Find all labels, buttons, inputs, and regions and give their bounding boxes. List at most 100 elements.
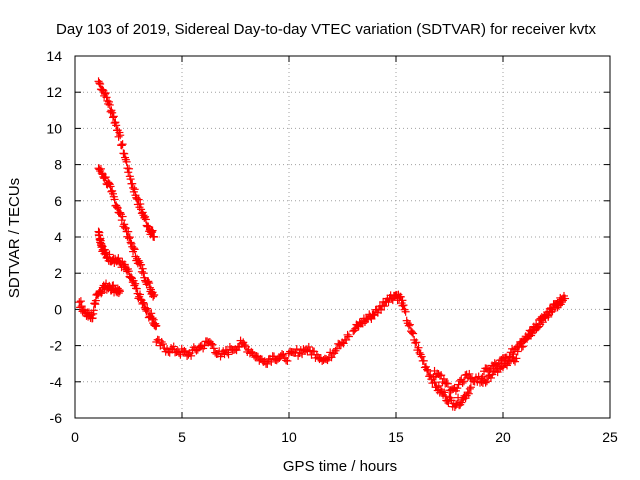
data-point-arc-c [132,284,141,293]
data-point-arc-g [409,329,418,338]
data-point-arc-e [180,346,189,355]
data-point-arc-a [130,185,139,194]
data-point-arc-d [98,288,107,297]
data-point-arc-c [105,250,114,259]
data-point-arc-b [110,195,119,204]
data-point-arc-b [117,216,126,225]
data-point-arc-i [532,324,541,333]
data-point-arc-e [283,356,292,365]
data-point-arc-d [77,302,86,311]
data-point-arc-h [465,369,474,378]
data-point-arc-i [528,329,537,338]
data-point-arc-g [405,320,414,329]
data-point-arc-i [523,334,532,343]
data-point-arc-e [292,345,301,354]
data-point-arc-g [441,392,450,401]
data-point-arc-i [513,347,522,356]
data-point-arc-a [133,194,142,203]
data-point-arc-a [116,131,125,140]
data-point-arc-g [430,378,439,387]
data-point-arc-b [137,260,146,269]
data-point-arc-e [327,353,336,362]
data-point-arc-b [126,238,135,247]
data-point-arc-a [95,79,104,88]
data-point-arc-a [96,80,105,89]
data-point-arc-i [486,373,495,382]
data-point-arc-g [423,365,432,374]
data-point-arc-i [503,361,512,370]
data-point-arc-h [439,374,448,383]
data-point-arc-e [233,343,242,352]
data-point-arc-a [122,157,131,166]
x-tick-label: 5 [178,429,186,445]
data-point-arc-a [108,108,117,117]
grid [75,56,610,418]
y-tick-label: -4 [50,374,63,390]
data-point-arc-a [141,215,150,224]
data-point-arc-a [125,164,134,173]
data-point-arc-g [466,383,475,392]
data-point-arc-e [267,357,276,366]
data-point-arc-g [419,356,428,365]
data-point-arc-g [411,338,420,347]
data-point-arc-a [101,88,110,97]
data-point-arc-a [121,153,130,162]
data-point-arc-a [112,121,121,130]
data-point-arc-b [138,264,147,273]
data-point-arc-b [107,187,116,196]
data-point-arc-e [209,344,218,353]
data-point-arc-e [278,350,287,359]
data-point-arc-b [100,174,109,183]
y-tick-label: -6 [50,410,63,426]
plot-frame [74,55,611,419]
data-point-arc-e [331,346,340,355]
data-point-arc-d [97,289,106,298]
data-point-arc-e [344,332,353,341]
x-tick-label: 0 [71,429,79,445]
data-point-arc-c [140,299,149,308]
data-point-arc-h [453,384,462,393]
data-point-arc-f [350,326,359,335]
data-point-arc-i [540,312,549,321]
data-point-arc-b [134,256,143,265]
data-point-arc-a [106,107,115,116]
data-point-arc-a [118,140,127,149]
data-point-arc-h [459,377,468,386]
data-point-arc-b [104,178,113,187]
data-point-arc-e [223,348,232,357]
data-point-arc-f [396,292,405,301]
y-tick-label: 4 [54,229,62,245]
data-point-arc-a [134,195,143,204]
data-point-arc-c [147,309,156,318]
x-tick-label: 25 [602,429,618,445]
data-point-arc-e [169,342,178,351]
data-point-arc-i [519,342,528,351]
data-point-arc-e [224,350,233,359]
data-point-arc-a [117,141,126,150]
x-tick-label: 15 [388,429,404,445]
data-point-arc-g [401,307,410,316]
data-point-arc-b [139,269,148,278]
x-axis-label: GPS time / hours [283,458,397,475]
data-point-arc-a [109,112,118,121]
data-point-arc-c [139,298,148,307]
data-point-arc-i [481,378,490,387]
data-point-arc-b [106,182,115,191]
data-point-arc-a [128,179,137,188]
data-point-arc-i [482,377,491,386]
y-tick-label: 14 [46,48,62,64]
data-point-arc-e [343,330,352,339]
data-point-arc-b [118,212,127,221]
data-point-arc-a [140,213,149,222]
data-point-arc-b [112,203,121,212]
y-tick-label: 12 [46,84,62,100]
data-point-arc-e [187,351,196,360]
data-point-arc-e [263,359,272,368]
data-point-arc-e [240,341,249,350]
data-point-arc-b [130,245,139,254]
data-point-arc-d [115,287,124,296]
chart-title: Day 103 of 2019, Sidereal Day-to-day VTE… [56,21,596,38]
data-point-arc-e [200,341,209,350]
data-point-arc-e [208,340,217,349]
